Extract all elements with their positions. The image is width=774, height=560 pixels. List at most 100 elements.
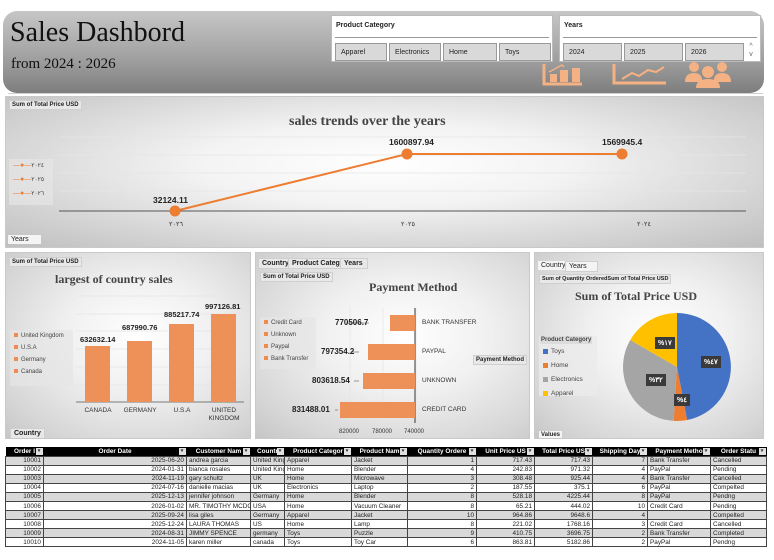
table-cell[interactable]: Cancelled bbox=[710, 519, 767, 530]
column-header-quantity-ordered[interactable]: Quantity Ordere ▾ bbox=[407, 447, 477, 456]
table-cell[interactable]: Cancelled bbox=[710, 455, 767, 466]
table-cell[interactable]: Home bbox=[284, 500, 352, 512]
filter-dropdown-icon[interactable]: ▾ bbox=[399, 448, 407, 455]
bar-bank-transfer[interactable] bbox=[390, 315, 415, 331]
pie-slice-home[interactable] bbox=[673, 367, 688, 421]
table-cell[interactable]: United King bbox=[250, 464, 285, 475]
table-cell[interactable]: Home bbox=[284, 519, 352, 530]
column-header-country[interactable]: Countr ▾ bbox=[250, 447, 285, 456]
slicer-item-2026[interactable]: 2026 bbox=[685, 43, 744, 61]
table-cell[interactable]: 2025-12-24 bbox=[43, 519, 187, 530]
table-cell[interactable]: 4 bbox=[592, 464, 648, 475]
table-cell[interactable]: 9 bbox=[407, 528, 477, 539]
table-cell[interactable]: Blender bbox=[351, 491, 408, 502]
table-row[interactable]: 10009 2024-08-31 JIMMY SPENCE germany Toys Pu… bbox=[5, 528, 767, 539]
users-icon[interactable] bbox=[684, 60, 732, 88]
table-cell[interactable]: 4225.44 bbox=[534, 491, 593, 502]
table-cell[interactable]: 925.44 bbox=[534, 473, 593, 484]
table-cell[interactable]: 6 bbox=[407, 537, 477, 548]
filter-dropdown-icon[interactable]: ▾ bbox=[242, 448, 250, 455]
table-cell[interactable]: 10005 bbox=[5, 491, 44, 502]
table-cell[interactable]: Completed bbox=[710, 528, 767, 539]
table-cell[interactable]: 10006 bbox=[5, 500, 44, 512]
table-cell[interactable]: 2025-09-24 bbox=[43, 510, 187, 521]
table-cell[interactable]: Credit Card bbox=[647, 519, 711, 530]
table-cell[interactable]: JIMMY SPENCE bbox=[186, 528, 251, 539]
table-cell[interactable]: Pendng bbox=[710, 491, 767, 502]
table-cell[interactable]: 971.32 bbox=[534, 464, 593, 475]
table-row[interactable]: 10007 2025-09-24 lisa giles Germany Apparel J… bbox=[5, 510, 767, 521]
table-cell[interactable]: germany bbox=[250, 528, 285, 539]
column-header-payment-method[interactable]: Payment Metho ▾ bbox=[647, 447, 711, 456]
table-cell[interactable]: Credit Card bbox=[647, 500, 711, 512]
table-cell[interactable]: 2025-06-20 bbox=[43, 455, 187, 466]
column-header-order-date[interactable]: Order Date ▾ bbox=[43, 447, 187, 456]
table-cell[interactable]: LAURA THOMAS bbox=[186, 519, 251, 530]
table-cell[interactable]: Pending bbox=[710, 464, 767, 475]
bar-germany[interactable] bbox=[127, 341, 152, 402]
table-cell[interactable]: bianca rosales bbox=[186, 464, 251, 475]
table-cell[interactable]: Home bbox=[284, 491, 352, 502]
table-cell[interactable]: 221.02 bbox=[476, 519, 535, 530]
value-field-tag[interactable]: Sum of Total Price USD bbox=[260, 272, 333, 282]
table-cell[interactable]: 308.48 bbox=[476, 473, 535, 484]
table-cell[interactable]: 6 bbox=[592, 482, 648, 493]
table-cell[interactable]: MR. TIMOTHY MCDO bbox=[186, 500, 251, 512]
table-cell[interactable]: 65.21 bbox=[476, 500, 535, 512]
table-cell[interactable]: 1 bbox=[407, 455, 477, 466]
bar-paypal[interactable] bbox=[368, 344, 415, 360]
table-cell[interactable]: 9648.6 bbox=[534, 510, 593, 521]
table-cell[interactable]: 10002 bbox=[5, 464, 44, 475]
table-cell[interactable]: UK bbox=[250, 482, 285, 493]
table-cell[interactable]: Toys bbox=[284, 528, 352, 539]
table-cell[interactable]: 2 bbox=[592, 528, 648, 539]
table-cell[interactable]: United King bbox=[250, 455, 285, 466]
slicer-item-2024[interactable]: 2024 bbox=[563, 43, 622, 61]
table-cell[interactable]: 10009 bbox=[5, 528, 44, 539]
value-field-tag[interactable]: Sum of Total Price USD bbox=[9, 257, 82, 267]
table-cell[interactable]: Bank Transfer bbox=[647, 473, 711, 484]
table-cell[interactable]: 1768.16 bbox=[534, 519, 593, 530]
table-cell[interactable]: 528.18 bbox=[476, 491, 535, 502]
table-cell[interactable]: Apparel bbox=[284, 510, 352, 521]
table-cell[interactable]: Electronics bbox=[284, 482, 352, 493]
filter-dropdown-icon[interactable]: ▾ bbox=[702, 448, 710, 455]
table-cell[interactable]: 8 bbox=[407, 519, 477, 530]
slicer-item-2025[interactable]: 2025 bbox=[624, 43, 683, 61]
table-cell[interactable]: 2025-12-13 bbox=[43, 491, 187, 502]
table-cell[interactable]: PayPal bbox=[647, 482, 711, 493]
table-cell[interactable]: Pending bbox=[710, 500, 767, 512]
axis-field-tag[interactable]: Years bbox=[8, 235, 41, 244]
table-row[interactable]: 10002 2024-01-31 bianca rosales United King… bbox=[5, 464, 767, 475]
filter-dropdown-icon[interactable]: ▾ bbox=[639, 448, 647, 455]
table-cell[interactable]: 2 bbox=[592, 537, 648, 548]
table-cell[interactable]: Pendng bbox=[710, 537, 767, 548]
axis-field-tag[interactable]: Country bbox=[10, 428, 45, 438]
slicer-scrollbar[interactable]: ^ v bbox=[745, 43, 757, 61]
table-cell[interactable]: jennifer johnson bbox=[186, 491, 251, 502]
table-cell[interactable]: 10008 bbox=[5, 519, 44, 530]
bar-unknown[interactable] bbox=[363, 373, 415, 389]
table-cell[interactable]: 3 bbox=[407, 473, 477, 484]
table-cell[interactable]: 4 bbox=[407, 464, 477, 475]
slicer-item-apparel[interactable]: Apparel bbox=[335, 43, 387, 61]
filter-tag-years[interactable]: Years bbox=[340, 258, 368, 269]
bar-united-kingdom[interactable] bbox=[211, 314, 236, 402]
filter-dropdown-icon[interactable]: ▾ bbox=[584, 448, 592, 455]
table-cell[interactable]: Germany bbox=[250, 510, 285, 521]
table-cell[interactable]: Puzzle bbox=[351, 528, 408, 539]
table-cell[interactable]: 4 bbox=[592, 473, 648, 484]
table-cell[interactable]: UK bbox=[250, 473, 285, 484]
column-header-product-category[interactable]: Product Categor ▾ bbox=[284, 447, 352, 456]
table-cell[interactable]: 7 bbox=[592, 455, 648, 466]
table-row[interactable]: 10005 2025-12-13 jennifer johnson Germany Ho… bbox=[5, 491, 767, 502]
table-cell[interactable]: 964.86 bbox=[476, 510, 535, 521]
table-cell[interactable]: 10003 bbox=[5, 473, 44, 484]
scroll-up-icon[interactable]: ^ bbox=[749, 43, 753, 50]
table-row[interactable]: 10001 2025-06-20 andrea garcia United King A… bbox=[5, 455, 767, 466]
table-cell[interactable]: Laptop bbox=[351, 482, 408, 493]
filter-dropdown-icon[interactable]: ▾ bbox=[758, 448, 766, 455]
table-cell[interactable]: 2026-01-02 bbox=[43, 500, 187, 512]
table-cell[interactable]: gary schultz bbox=[186, 473, 251, 484]
table-cell[interactable]: 444.02 bbox=[534, 500, 593, 512]
